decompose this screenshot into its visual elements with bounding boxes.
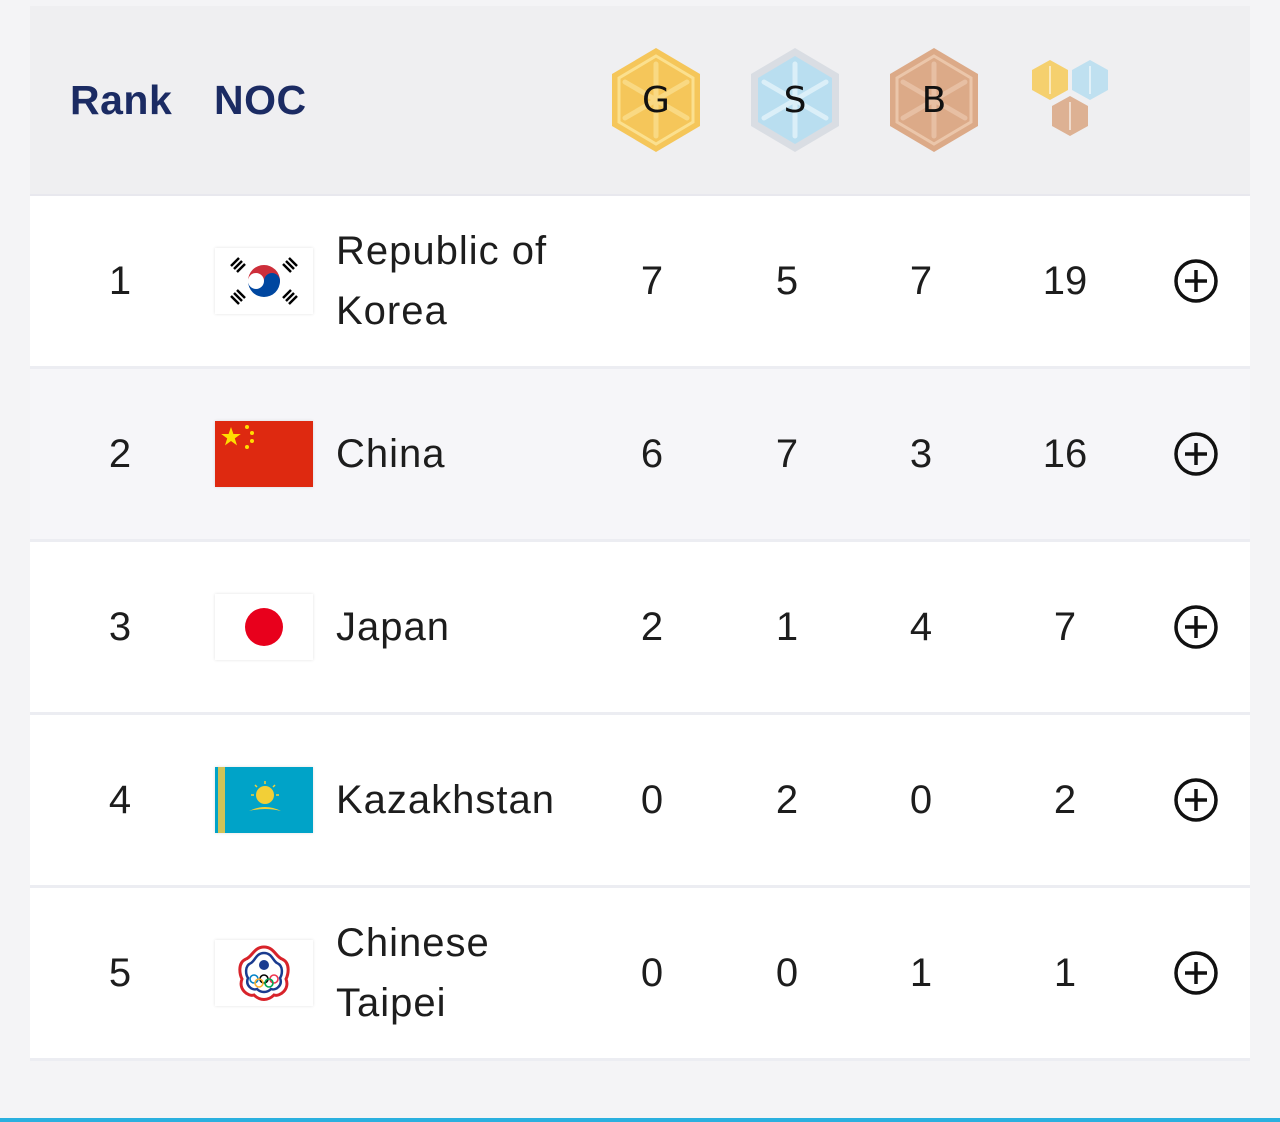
rank-header-label: Rank — [70, 76, 173, 123]
japan-flag-icon — [215, 594, 313, 660]
noc-name[interactable]: China — [336, 432, 446, 476]
table-row[interactable]: 4 Kazakhstan 0 2 0 2 — [30, 715, 1250, 888]
gold-count: 0 — [640, 777, 664, 822]
bronze-medal-icon — [890, 48, 978, 152]
expand-button[interactable] — [1172, 196, 1220, 366]
gold-count: 7 — [640, 258, 664, 303]
noc-name[interactable]: Japan — [336, 605, 450, 649]
expand-button[interactable] — [1172, 715, 1220, 885]
rank-cell: 5 — [108, 950, 132, 995]
bronze-column-header[interactable]: B — [886, 46, 982, 154]
flag-cell — [215, 542, 313, 712]
plus-circle-icon — [1174, 432, 1218, 476]
plus-circle-icon — [1174, 951, 1218, 995]
silver-medal-icon — [751, 48, 839, 152]
gold-count: 6 — [640, 431, 664, 476]
silver-count: 1 — [775, 604, 799, 649]
expand-button[interactable] — [1172, 542, 1220, 712]
noc-header-label: NOC — [214, 76, 307, 123]
chinese-taipei-flag-icon — [215, 940, 313, 1006]
rank-cell: 1 — [108, 258, 132, 303]
flag-cell — [215, 888, 313, 1058]
silver-count: 7 — [775, 431, 799, 476]
bronze-count: 3 — [909, 431, 933, 476]
bronze-count: 4 — [909, 604, 933, 649]
korea-flag-icon — [215, 248, 313, 314]
flag-cell — [215, 715, 313, 885]
gold-header-label: G — [642, 79, 670, 121]
expand-button[interactable] — [1172, 369, 1220, 539]
silver-count: 2 — [775, 777, 799, 822]
noc-name[interactable]: Chinese Taipei — [336, 921, 490, 1025]
plus-circle-icon — [1174, 259, 1218, 303]
plus-circle-icon — [1174, 605, 1218, 649]
expand-button[interactable] — [1172, 888, 1220, 1058]
gold-count: 2 — [640, 604, 664, 649]
rank-cell: 2 — [108, 431, 132, 476]
bronze-count: 7 — [909, 258, 933, 303]
silver-header-label: S — [783, 79, 807, 121]
flag-cell — [215, 196, 313, 366]
silver-count: 5 — [775, 258, 799, 303]
bronze-count: 1 — [909, 950, 933, 995]
rank-cell: 3 — [108, 604, 132, 649]
table-row[interactable]: 5 Chinese Taipei 0 0 1 1 — [30, 888, 1250, 1061]
noc-column-header[interactable]: NOC — [214, 6, 307, 194]
total-count: 16 — [1042, 431, 1088, 476]
flag-cell — [215, 369, 313, 539]
rank-column-header[interactable]: Rank — [70, 6, 172, 194]
noc-name[interactable]: Republic of Korea — [336, 229, 548, 333]
bronze-header-label: B — [921, 79, 947, 121]
gold-medal-icon — [612, 48, 700, 152]
gold-column-header[interactable]: G — [608, 46, 704, 154]
table-header: Rank NOC G S — [30, 6, 1250, 196]
total-count: 2 — [1053, 777, 1077, 822]
silver-column-header[interactable]: S — [747, 46, 843, 154]
total-count: 19 — [1042, 258, 1088, 303]
medal-table: Rank NOC G S — [30, 6, 1250, 1061]
table-row[interactable]: 3 Japan 2 1 4 7 — [30, 542, 1250, 715]
china-flag-icon — [215, 421, 313, 487]
silver-count: 0 — [775, 950, 799, 995]
plus-circle-icon — [1174, 778, 1218, 822]
total-column-header[interactable] — [1028, 58, 1118, 148]
bottom-accent-line — [0, 1118, 1280, 1122]
total-count: 1 — [1053, 950, 1077, 995]
gold-count: 0 — [640, 950, 664, 995]
medal-total-icon — [1032, 60, 1108, 136]
bronze-count: 0 — [909, 777, 933, 822]
noc-name[interactable]: Kazakhstan — [336, 778, 556, 822]
total-count: 7 — [1053, 604, 1077, 649]
kazakhstan-flag-icon — [215, 767, 313, 833]
rank-cell: 4 — [108, 777, 132, 822]
table-row[interactable]: 1 Republic of Korea 7 5 7 19 — [30, 196, 1250, 369]
table-row[interactable]: 2 China 6 7 3 16 — [30, 369, 1250, 542]
